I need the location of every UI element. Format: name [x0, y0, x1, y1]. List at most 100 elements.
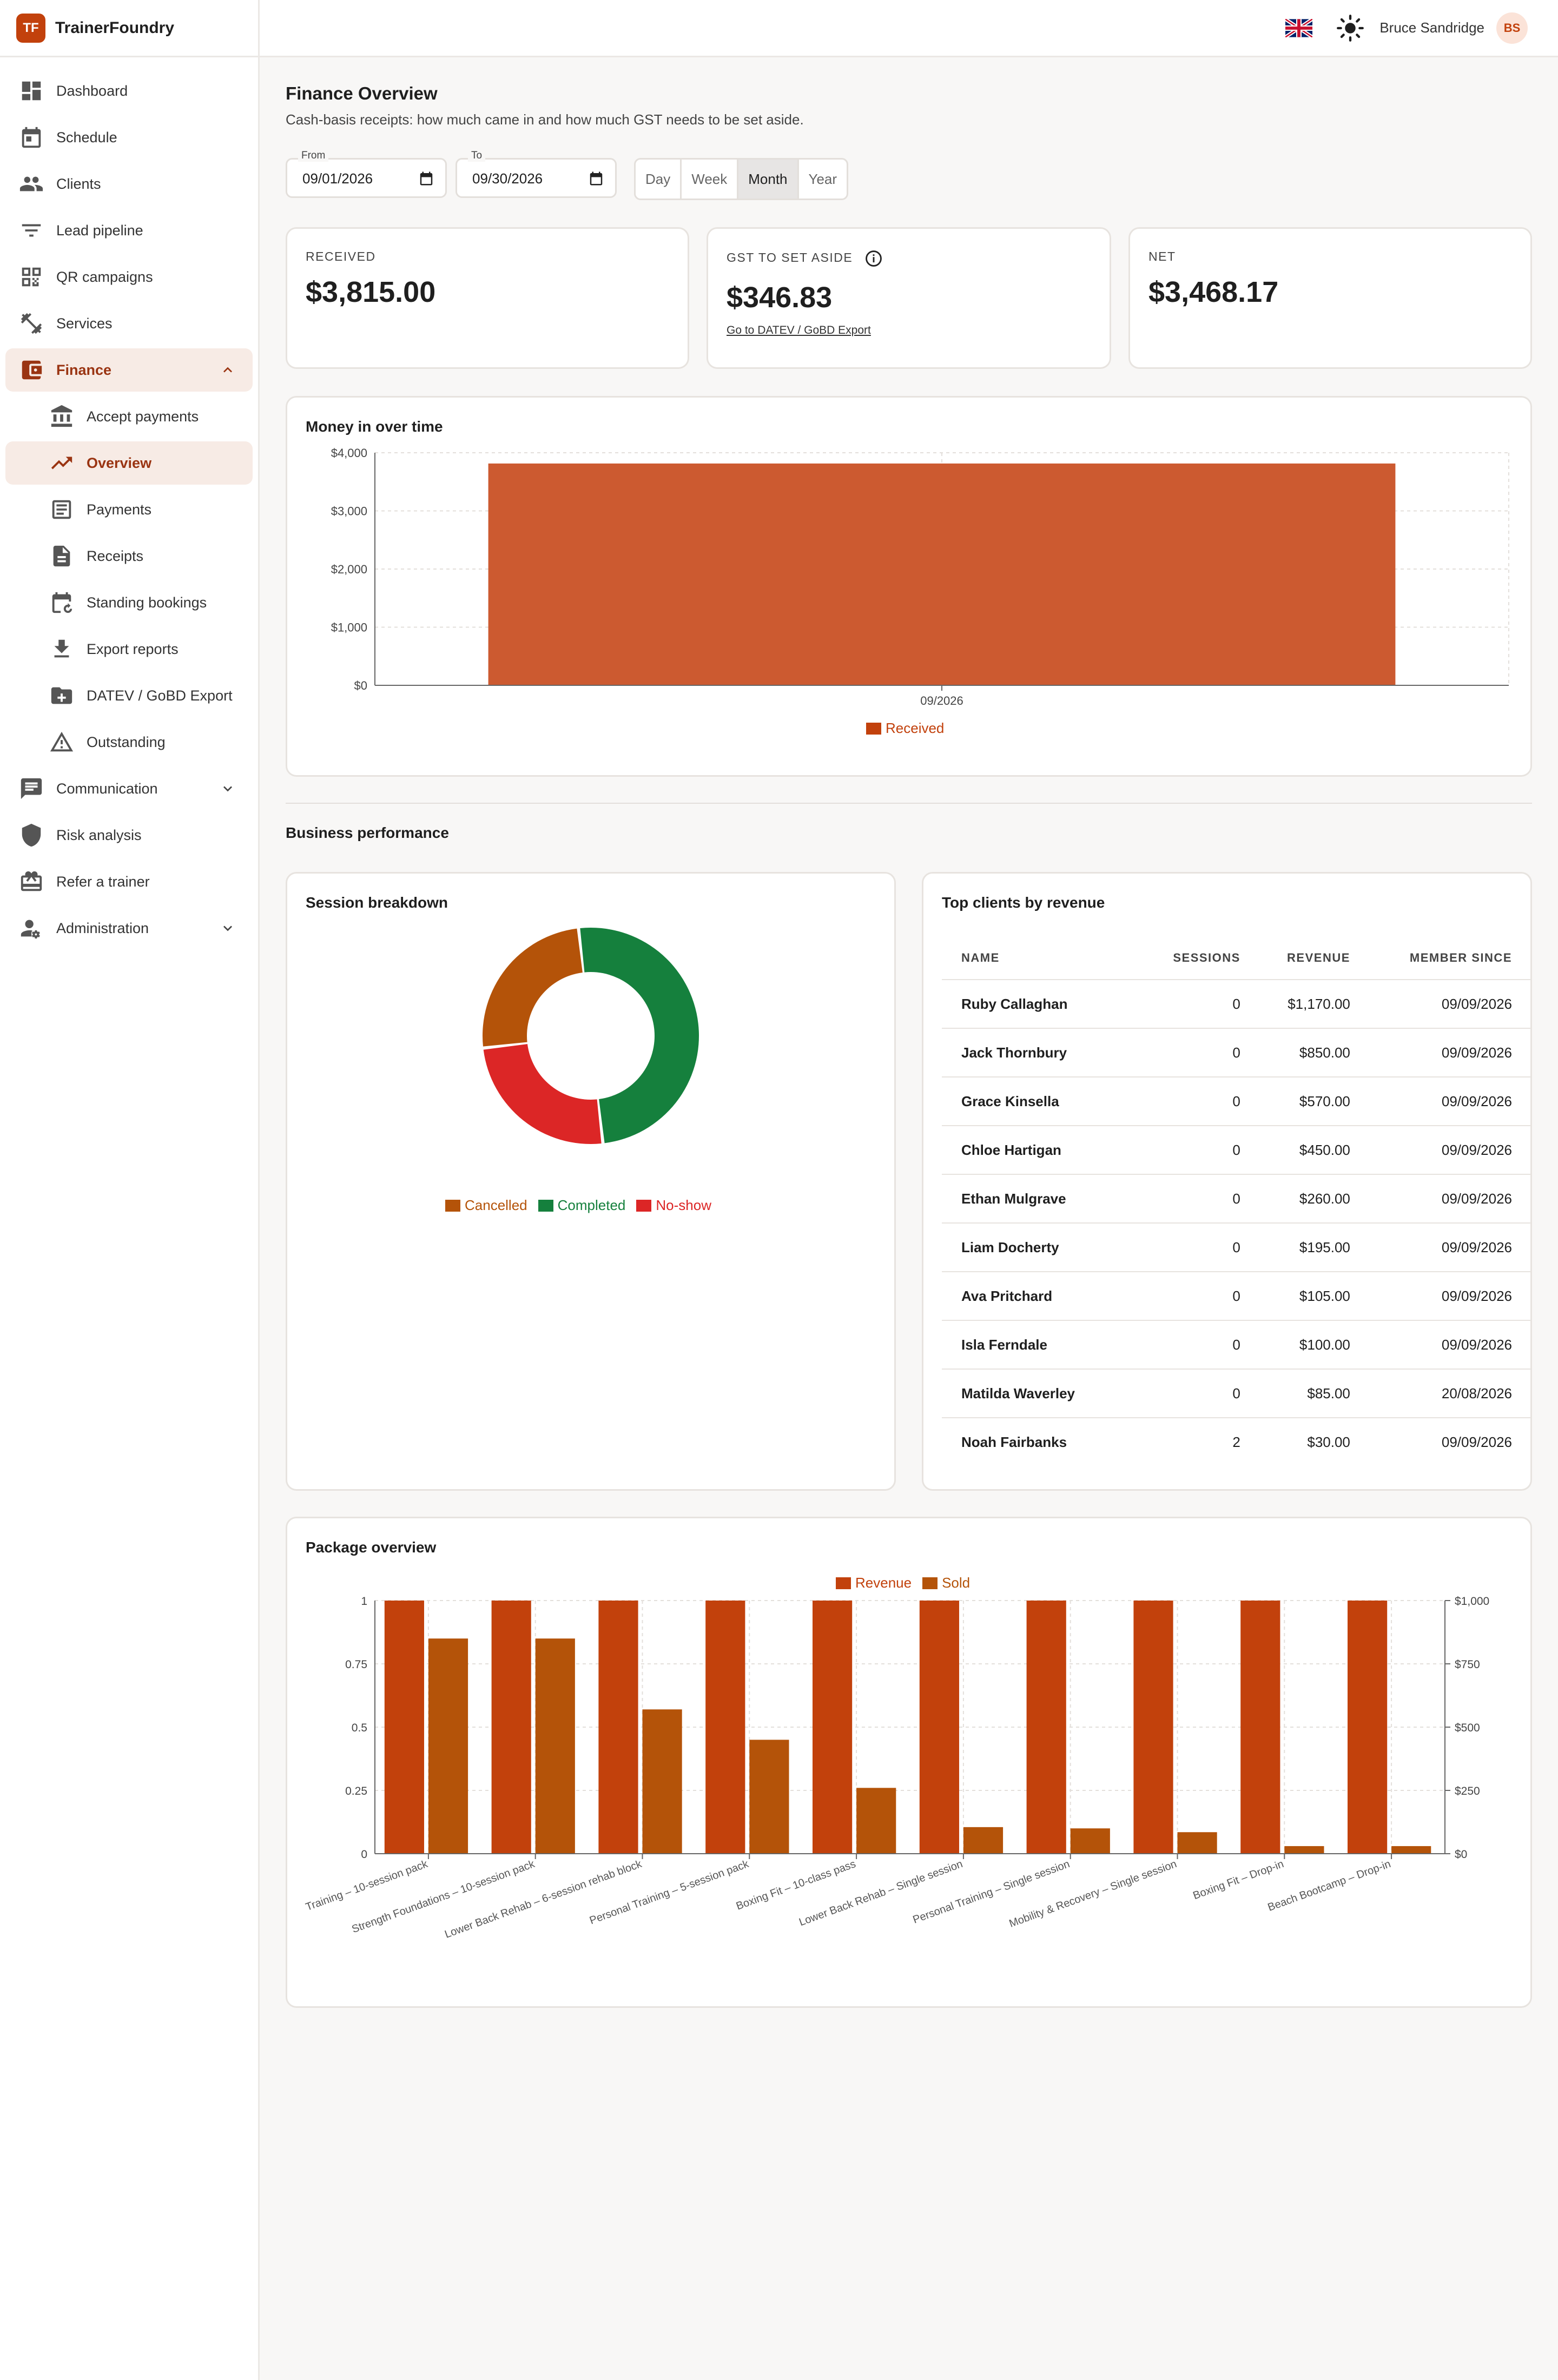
legend-label: Cancelled: [465, 1197, 527, 1213]
y-tick-label: $4,000: [331, 446, 367, 460]
table-row[interactable]: Jack Thornbury 0 $850.00 09/09/2026: [942, 1028, 1531, 1077]
client-revenue: $100.00: [1259, 1320, 1370, 1369]
bar-revenue: [705, 1601, 745, 1854]
y-left-tick-label: 0.75: [345, 1658, 367, 1671]
sidebar-item-receipts[interactable]: Receipts: [5, 534, 253, 578]
sidebar-item-administration[interactable]: Administration: [5, 907, 253, 950]
gst-value: $346.83: [727, 281, 833, 314]
package-overview-title: Package overview: [306, 1539, 437, 1556]
client-sessions: 0: [1144, 1125, 1260, 1174]
sidebar-item-clients[interactable]: Clients: [5, 162, 253, 206]
uk-flag-icon[interactable]: [1285, 18, 1313, 37]
chat-icon: [17, 775, 45, 803]
client-member-since: 20/08/2026: [1369, 1368, 1531, 1418]
client-member-since: 09/09/2026: [1369, 979, 1531, 1028]
donut-slice-completed: [580, 928, 699, 1143]
package-overview-card: Package overview Revenue Sold 0 $0 0.25 $25…: [286, 1517, 1532, 2008]
bar-sold: [749, 1740, 789, 1854]
y-tick-label: $3,000: [331, 505, 367, 518]
sidebar-item-export-reports[interactable]: Export reports: [5, 627, 253, 671]
table-row[interactable]: Grace Kinsella 0 $570.00 09/09/2026: [942, 1076, 1531, 1126]
sidebar-item-finance[interactable]: Finance: [5, 348, 253, 392]
calendar-icon[interactable]: [588, 170, 604, 187]
legend-item-sold[interactable]: Sold: [922, 1575, 970, 1591]
table-row[interactable]: Ava Pritchard 0 $105.00 09/09/2026: [942, 1271, 1531, 1320]
sidebar-item-qr-campaigns[interactable]: QR campaigns: [5, 255, 253, 299]
legend-item-no-show[interactable]: No-show: [636, 1197, 711, 1214]
received-label: RECEIVED: [306, 249, 376, 263]
period-day-button[interactable]: Day: [636, 160, 682, 199]
from-date-field[interactable]: From 09/01/2026: [286, 150, 447, 198]
table-row[interactable]: Chloe Hartigan 0 $450.00 09/09/2026: [942, 1125, 1531, 1174]
sidebar-item-datev-export[interactable]: DATEV / GoBD Export: [5, 674, 253, 717]
sidebar-item-label: Clients: [56, 175, 101, 192]
column-header-revenue[interactable]: REVENUE: [1287, 950, 1350, 964]
table-row[interactable]: Ethan Mulgrave 0 $260.00 09/09/2026: [942, 1174, 1531, 1223]
legend-item-revenue[interactable]: Revenue: [836, 1575, 912, 1591]
table-row[interactable]: Isla Ferndale 0 $100.00 09/09/2026: [942, 1320, 1531, 1369]
bar-sold: [1391, 1846, 1431, 1854]
sidebar-item-communication[interactable]: Communication: [5, 767, 253, 810]
sidebar-nav: Dashboard Schedule Clients Lead pipeline…: [0, 57, 258, 950]
dumbbell-icon: [17, 309, 45, 338]
table-row[interactable]: Liam Docherty 0 $195.00 09/09/2026: [942, 1222, 1531, 1272]
client-sessions: 0: [1144, 1320, 1260, 1369]
sidebar-item-services[interactable]: Services: [5, 302, 253, 345]
legend-item-received[interactable]: Received: [866, 720, 944, 737]
sidebar-item-overview[interactable]: Overview: [5, 441, 253, 485]
admin-icon: [17, 914, 45, 942]
sidebar-item-accept-payments[interactable]: Accept payments: [5, 395, 253, 438]
calendar-icon[interactable]: [418, 170, 434, 187]
sidebar-item-schedule[interactable]: Schedule: [5, 116, 253, 159]
legend-label: Sold: [942, 1575, 971, 1591]
trend-icon: [48, 449, 76, 477]
legend-item-cancelled[interactable]: Cancelled: [445, 1197, 527, 1214]
column-header-member-since[interactable]: MEMBER SINCE: [1409, 950, 1512, 964]
table-row[interactable]: Noah Fairbanks 2 $30.00 09/09/2026: [942, 1417, 1531, 1466]
y-left-tick-label: 0.5: [352, 1722, 367, 1734]
datev-export-link[interactable]: Go to DATEV / GoBD Export: [727, 324, 871, 336]
sidebar-item-outstanding[interactable]: Outstanding: [5, 720, 253, 764]
sidebar-item-standing-bookings[interactable]: Standing bookings: [5, 581, 253, 624]
avatar[interactable]: BS: [1496, 12, 1528, 44]
session-breakdown-title: Session breakdown: [306, 894, 448, 911]
period-week-button[interactable]: Week: [682, 160, 739, 199]
sidebar-item-label: Finance: [56, 361, 112, 378]
info-icon[interactable]: [864, 249, 883, 268]
sidebar-item-label: Accept payments: [87, 408, 199, 425]
to-date-label: To: [468, 150, 486, 162]
y-right-tick-label: $500: [1455, 1722, 1480, 1734]
sun-icon[interactable]: [1336, 14, 1364, 42]
column-header-name[interactable]: NAME: [961, 950, 1000, 964]
bar-sold: [963, 1827, 1004, 1854]
table-row[interactable]: Ruby Callaghan 0 $1,170.00 09/09/2026: [942, 979, 1531, 1028]
period-year-button[interactable]: Year: [808, 170, 837, 187]
dashboard-icon: [17, 77, 45, 105]
y-tick-label: $1,000: [331, 621, 367, 634]
legend-swatch: [866, 722, 881, 735]
chevron-up-icon: [219, 361, 236, 379]
sidebar-item-dashboard[interactable]: Dashboard: [5, 69, 253, 113]
user-name[interactable]: Bruce Sandridge: [1379, 19, 1484, 36]
client-sessions: 2: [1144, 1417, 1260, 1466]
to-date-field[interactable]: To 09/30/2026: [455, 150, 617, 198]
y-right-tick-label: $750: [1455, 1658, 1480, 1671]
legend-item-completed[interactable]: Completed: [538, 1197, 625, 1214]
table-row[interactable]: Matilda Waverley 0 $85.00 20/08/2026: [942, 1368, 1531, 1418]
client-revenue: $1,170.00: [1259, 979, 1370, 1028]
client-name: Jack Thornbury: [942, 1028, 1145, 1077]
x-tick-label: Strength Foundations – 10-session pack: [350, 1858, 537, 1935]
sidebar-item-lead-pipeline[interactable]: Lead pipeline: [5, 209, 253, 252]
session-donut-chart: [483, 928, 699, 1144]
period-month-button[interactable]: Month: [738, 160, 799, 199]
sidebar-item-risk-analysis[interactable]: Risk analysis: [5, 814, 253, 857]
brand[interactable]: TF TrainerFoundry: [0, 0, 258, 57]
x-tick-label: Boxing Fit – Drop-in: [1191, 1858, 1285, 1902]
client-name: Ethan Mulgrave: [942, 1174, 1145, 1223]
column-header-sessions[interactable]: SESSIONS: [1173, 950, 1240, 964]
money-chart-title: Money in over time: [306, 418, 443, 435]
sidebar-item-payments[interactable]: Payments: [5, 488, 253, 531]
sidebar-item-refer-a-trainer[interactable]: Refer a trainer: [5, 860, 253, 903]
sidebar-item-label: QR campaigns: [56, 268, 153, 285]
